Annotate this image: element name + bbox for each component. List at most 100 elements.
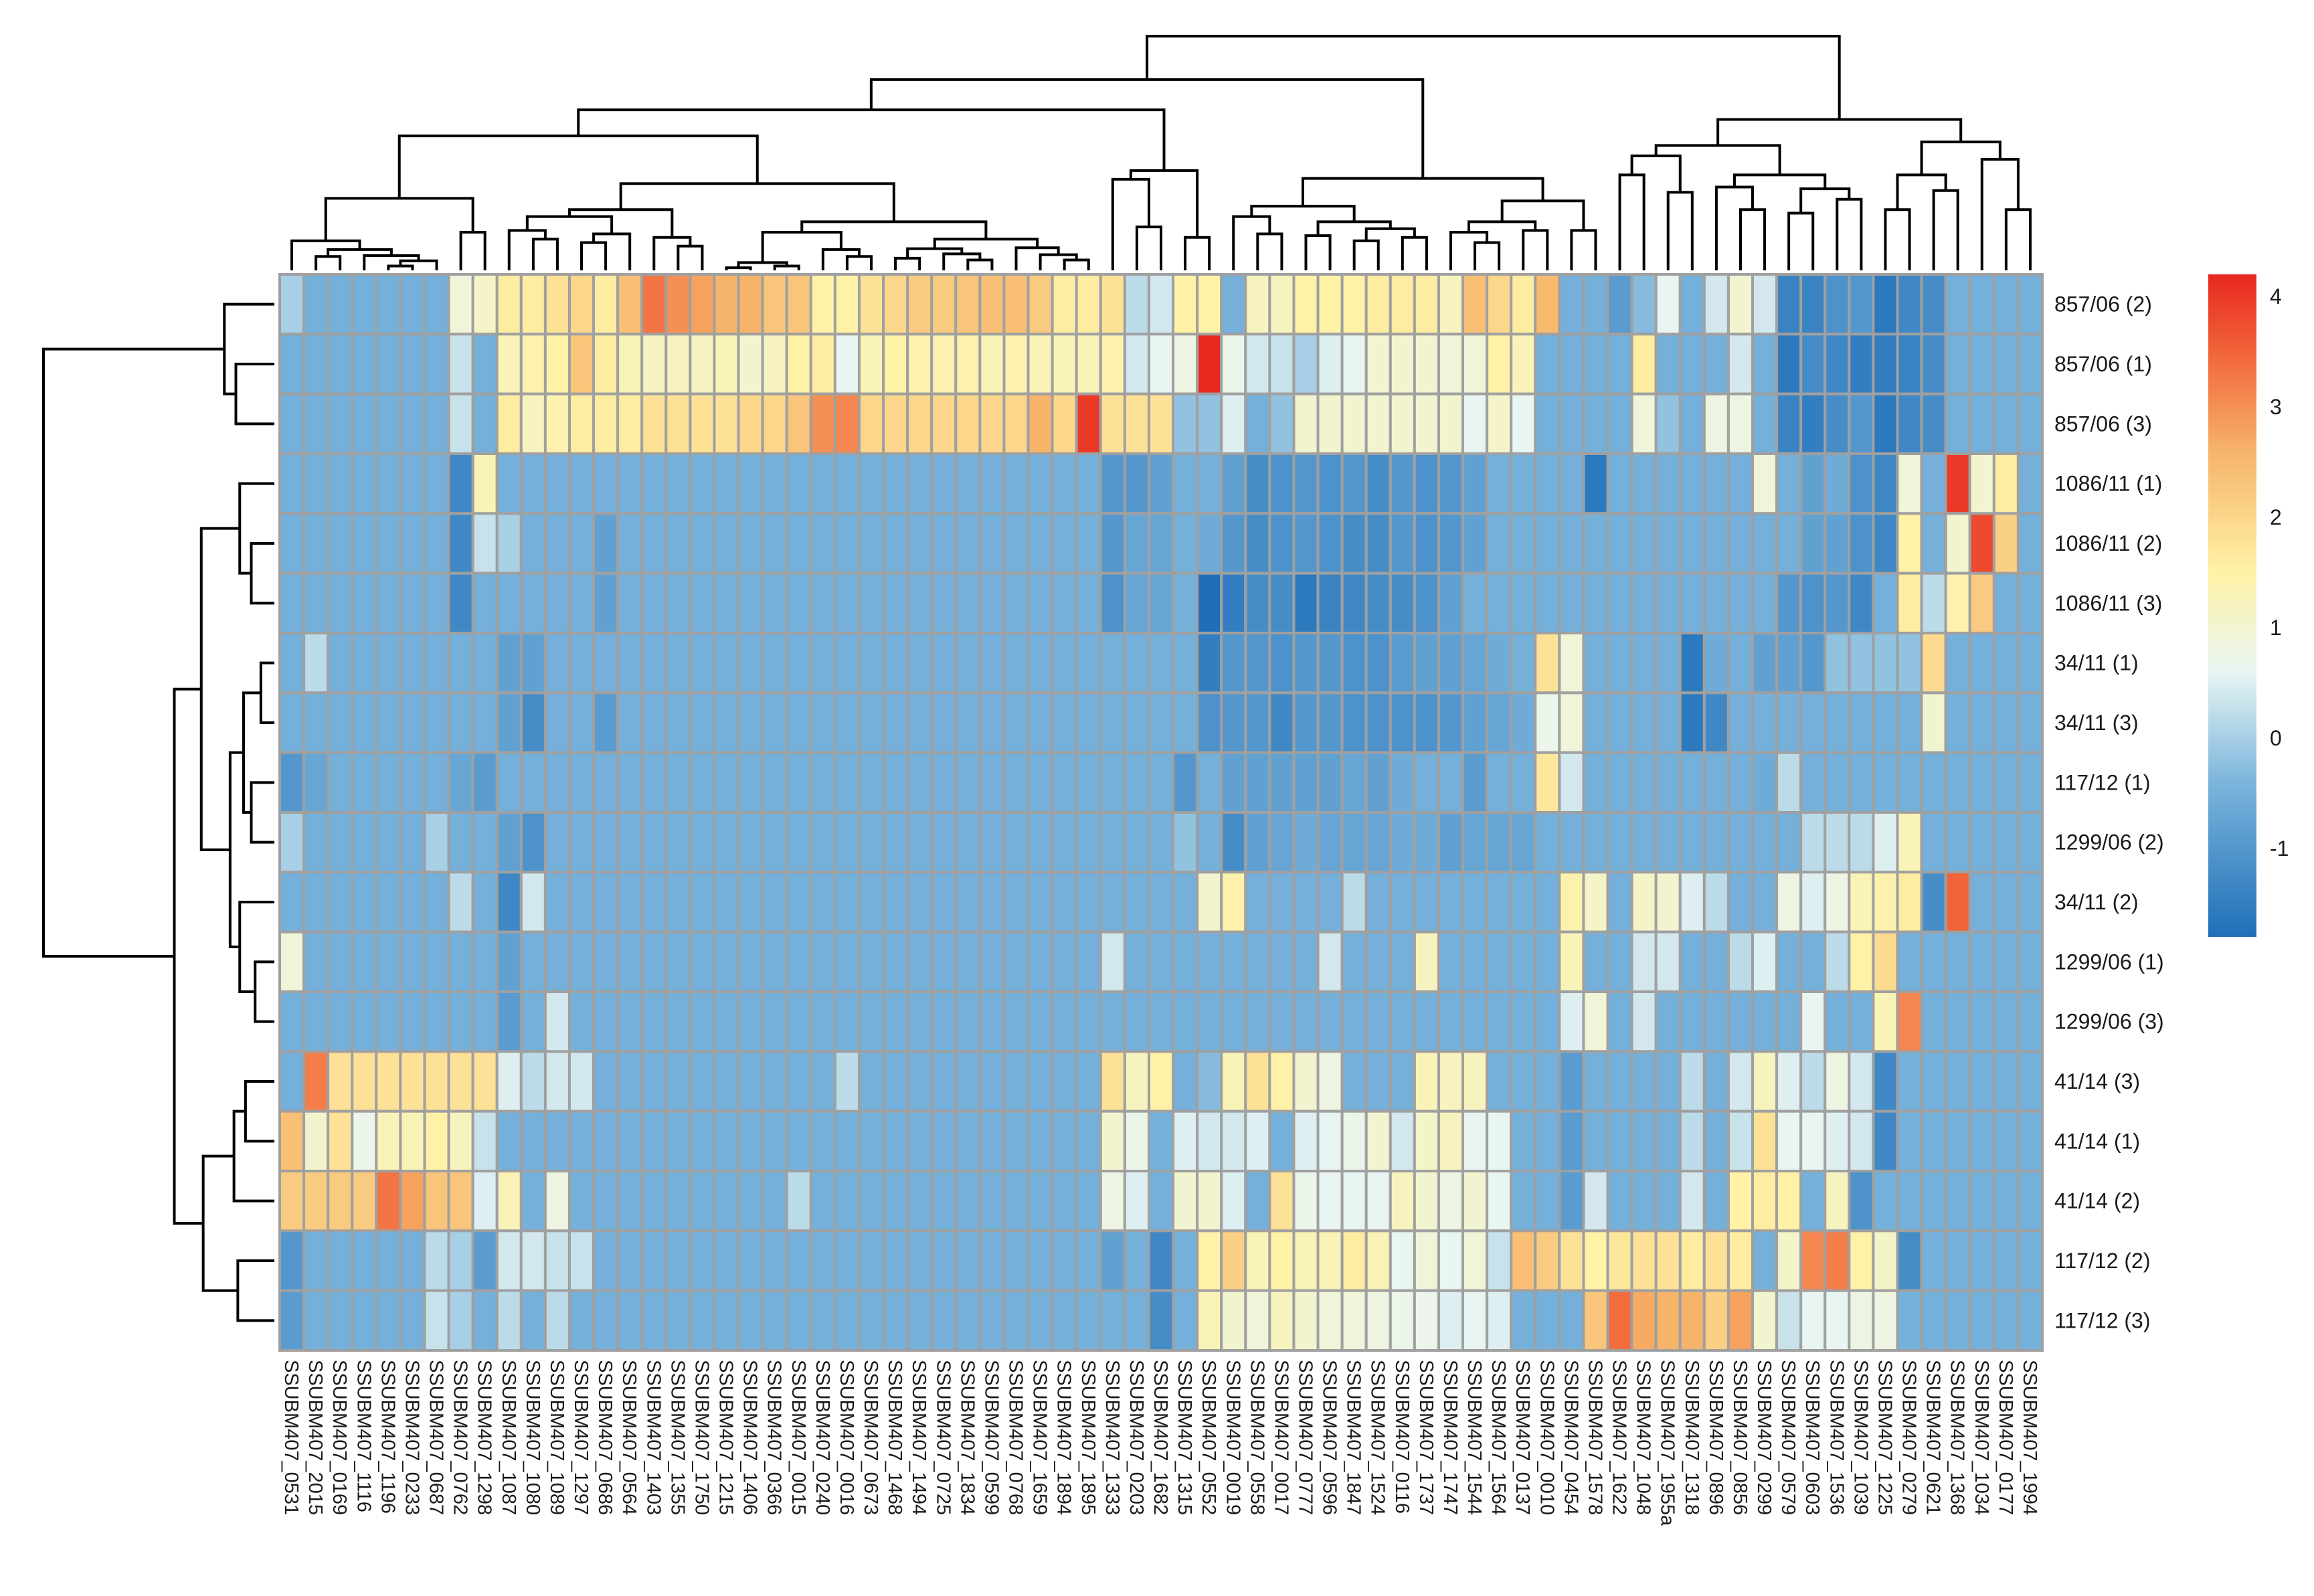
heatmap-cell — [857, 811, 885, 874]
heatmap-cell — [567, 1110, 596, 1173]
dendrogram-branch — [1364, 227, 1416, 241]
heatmap-cell — [1461, 930, 1489, 994]
heatmap-cell — [761, 632, 788, 695]
heatmap-cell — [1244, 632, 1271, 695]
heatmap-cell — [640, 452, 668, 515]
heatmap-cell — [278, 811, 306, 874]
heatmap-cell — [906, 392, 933, 455]
heatmap-cell — [1316, 930, 1344, 994]
heatmap-cell — [1268, 751, 1296, 814]
heatmap-cell — [1437, 273, 1465, 336]
heatmap-cell — [930, 632, 958, 695]
heatmap-cell — [1220, 452, 1247, 515]
heatmap-cell — [1051, 1050, 1078, 1113]
heatmap-cell — [1751, 1229, 1779, 1292]
heatmap-cell — [1364, 1050, 1392, 1113]
column-label: SSUBM407_0203 — [1126, 1360, 1147, 1515]
row-label: 41/14 (1) — [2054, 1129, 2140, 1153]
heatmap-cell — [809, 1110, 836, 1173]
heatmap-cell — [1848, 990, 1875, 1053]
heatmap-cell — [1992, 632, 2020, 695]
heatmap-cell — [954, 990, 982, 1053]
column-label: SSUBM407_1225 — [1874, 1360, 1895, 1515]
heatmap-cell — [423, 751, 450, 814]
column-label: SSUBM407_0019 — [1222, 1360, 1243, 1515]
heatmap-cell — [906, 512, 933, 575]
heatmap-cell — [1340, 1229, 1368, 1292]
heatmap-cell — [1002, 1050, 1030, 1113]
heatmap-cell — [2016, 1170, 2044, 1233]
heatmap-cell — [906, 1229, 933, 1292]
heatmap-cell — [1775, 1050, 1803, 1113]
heatmap-cell — [519, 512, 547, 575]
heatmap-cell — [1775, 811, 1803, 874]
heatmap-cell — [423, 571, 450, 634]
heatmap-cell — [809, 691, 836, 754]
heatmap-cell — [278, 333, 306, 395]
heatmap-cell — [1437, 333, 1465, 395]
heatmap-cell — [689, 1229, 716, 1292]
heatmap-cell — [882, 871, 909, 934]
heatmap-cell — [1147, 1110, 1175, 1173]
heatmap-cell — [327, 1110, 354, 1173]
heatmap-cell — [1582, 871, 1609, 934]
heatmap-cell — [1751, 512, 1779, 575]
heatmap-cell — [302, 930, 330, 994]
heatmap-cell — [1944, 1289, 1971, 1352]
heatmap-cell — [1437, 1110, 1465, 1173]
heatmap-cell — [1896, 392, 1923, 455]
heatmap-cell — [954, 273, 982, 336]
heatmap-cell — [1968, 751, 1995, 814]
heatmap-cell — [1413, 273, 1440, 336]
column-label: SSUBM407_1048 — [1633, 1360, 1654, 1515]
heatmap-cell — [1896, 871, 1923, 934]
dendrogram-branch — [397, 135, 759, 199]
heatmap-cell — [616, 1229, 644, 1292]
column-label: SSUBM407_1333 — [1101, 1360, 1123, 1515]
row-label: 41/14 (2) — [2054, 1189, 2140, 1213]
heatmap-cell — [1992, 571, 2020, 634]
heatmap-cell — [1075, 990, 1102, 1053]
dendrogram-branch — [1932, 189, 1959, 270]
heatmap-cell — [1582, 990, 1609, 1053]
heatmap-cell — [978, 512, 1006, 575]
heatmap-cell — [761, 1050, 788, 1113]
heatmap-cell — [1389, 452, 1416, 515]
heatmap-cell — [1702, 1110, 1730, 1173]
heatmap-cell — [278, 930, 306, 994]
heatmap-cell — [1196, 632, 1223, 695]
dendrogram-branch — [387, 264, 414, 270]
heatmap-cell — [495, 512, 523, 575]
heatmap-cell — [1630, 273, 1658, 336]
heatmap-cell — [954, 1170, 982, 1233]
heatmap-cell — [1389, 273, 1416, 336]
heatmap-cell — [1172, 930, 1199, 994]
column-label: SSUBM407_1089 — [546, 1360, 567, 1515]
heatmap-cell — [1558, 751, 1585, 814]
heatmap-cell — [1920, 751, 1947, 814]
heatmap-cell — [1002, 1110, 1030, 1173]
heatmap-cell — [664, 452, 692, 515]
heatmap-cell — [1823, 273, 1851, 336]
heatmap-cell — [1244, 512, 1271, 575]
heatmap-cell — [1630, 691, 1658, 754]
heatmap-cell — [978, 930, 1006, 994]
heatmap-cell — [1220, 1050, 1247, 1113]
heatmap-cell — [1799, 871, 1827, 934]
dendrogram-branch — [238, 901, 274, 993]
heatmap-cell — [1558, 632, 1585, 695]
heatmap-cell — [857, 871, 885, 934]
heatmap-cell — [930, 990, 958, 1053]
heatmap-cell — [278, 691, 306, 754]
heatmap-cell — [1848, 871, 1875, 934]
heatmap-cell — [1823, 1229, 1851, 1292]
heatmap-cell — [785, 1170, 812, 1233]
heatmap-cell — [1534, 273, 1561, 336]
dendrogram-branch — [315, 255, 342, 270]
heatmap-cell — [1099, 632, 1126, 695]
heatmap-cell — [1413, 811, 1440, 874]
heatmap-cell — [1268, 930, 1296, 994]
heatmap-cell — [1147, 1289, 1175, 1352]
heatmap-cell — [1413, 571, 1440, 634]
dendrogram-branch — [234, 363, 274, 426]
